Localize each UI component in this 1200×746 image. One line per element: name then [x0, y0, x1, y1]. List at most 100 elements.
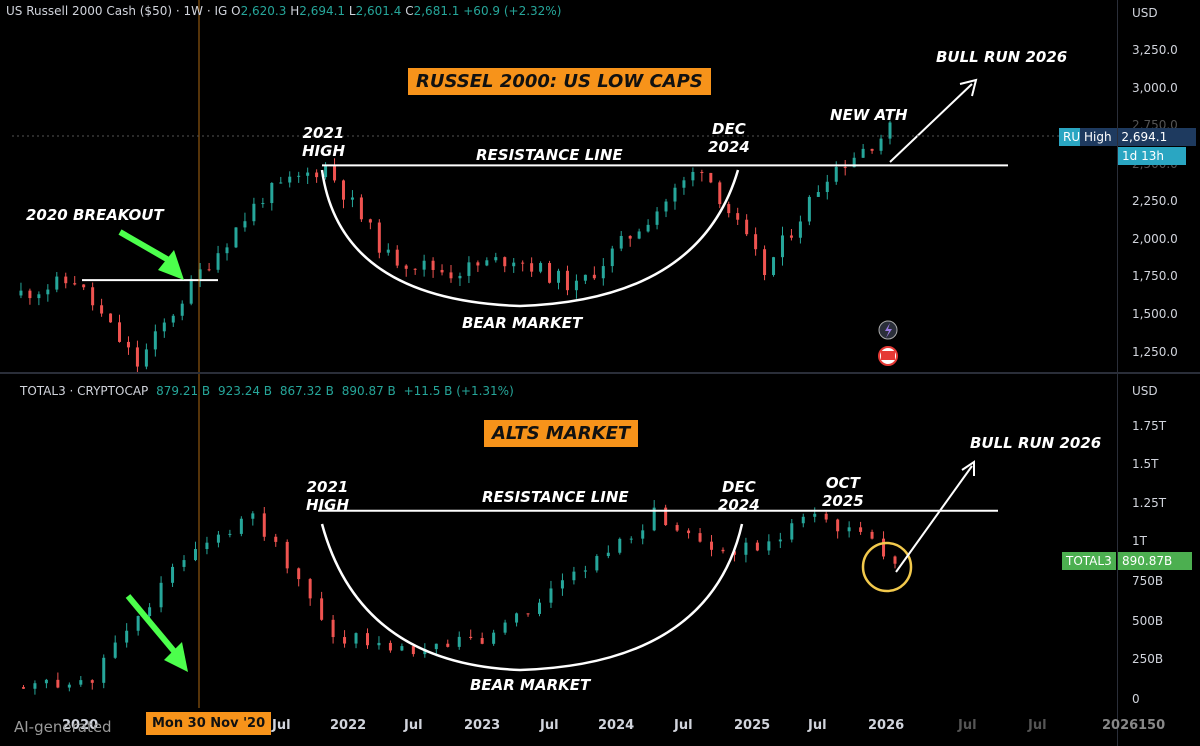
russell-candle: [64, 276, 68, 284]
russell-candle: [162, 322, 166, 332]
cursor-date-badge: Mon 30 Nov '20: [146, 712, 272, 735]
russell-candle: [467, 262, 471, 276]
russell-candle: [601, 266, 605, 279]
russell-candle: [171, 315, 175, 323]
russell-candle: [727, 204, 731, 214]
total3-candle: [687, 530, 691, 534]
russell-price-axis[interactable]: USD 3,250.0 3,000.0 2,750.0 2,500.0 2,25…: [1118, 0, 1200, 372]
russell-c-label: C: [405, 4, 414, 18]
russell-candle: [109, 313, 113, 323]
total3-value-badge: 890.87B: [1118, 552, 1192, 570]
total3-candle: [285, 541, 289, 569]
total3-currency[interactable]: USD: [1132, 384, 1158, 398]
total3-candle: [274, 536, 278, 542]
russell-candle: [458, 275, 462, 279]
russell-candle: [19, 290, 23, 296]
total3-oct-2025-label: OCT 2025: [822, 474, 864, 510]
new-ath-label: NEW ATH: [830, 106, 908, 124]
russell-candle: [82, 284, 86, 288]
total3-candle: [870, 531, 874, 539]
russell-green-arrow-shaft: [118, 229, 174, 265]
russell-bull-run-label: BULL RUN 2026: [936, 48, 1068, 66]
russell-2021-high-label: 2021 HIGH: [302, 124, 345, 160]
total3-candle: [664, 507, 668, 526]
russell-symbol[interactable]: US Russell 2000 Cash ($50): [6, 4, 173, 18]
russell-candle: [180, 303, 184, 316]
russell-candle: [718, 182, 722, 205]
russell-banner: RUSSEL 2000: US LOW CAPS: [408, 68, 711, 95]
russell-candle: [861, 148, 865, 158]
lightning-icon-glyph: [885, 323, 892, 338]
russell-l-label: L: [348, 4, 356, 18]
russell-candle: [37, 294, 41, 299]
russell-low: 2,601.4: [355, 4, 402, 18]
total3-tick: 1.5T: [1132, 457, 1159, 471]
russell-candle: [763, 249, 767, 276]
russell-candle: [888, 122, 892, 139]
russell-candle: [135, 347, 139, 367]
russell-candle: [100, 305, 104, 314]
russell-candle: [359, 197, 363, 220]
russell-tick: 1,750.0: [1132, 269, 1178, 283]
russell-change: +60.9 (+2.32%): [463, 4, 562, 18]
russell-candle: [780, 235, 784, 258]
pane-divider[interactable]: [0, 372, 1200, 374]
total3-candle: [171, 566, 175, 583]
russell-candle: [825, 181, 829, 193]
total3-candle: [251, 513, 255, 519]
total3-tick: 500B: [1132, 614, 1164, 628]
total3-candle: [159, 582, 163, 608]
russell-candle: [610, 248, 614, 267]
total3-candle: [262, 513, 266, 537]
total3-price-axis[interactable]: USD 1.75T 1.5T 1.25T 1T 750B 500B 250B 0: [1118, 374, 1200, 708]
russell-tick: 1,250.0: [1132, 345, 1178, 359]
russell-candle: [789, 235, 793, 238]
total3-low: 867.32 B: [279, 384, 334, 398]
russell-candle: [870, 148, 874, 151]
total3-candle: [583, 570, 587, 572]
russell-candle: [548, 263, 552, 283]
axis-divider: [1117, 0, 1118, 746]
total3-candle: [193, 549, 197, 561]
russell-pane[interactable]: US Russell 2000 Cash ($50) · 1W · IG O2,…: [0, 0, 1200, 372]
total3-open: 879.21 B: [156, 384, 211, 398]
time-axis-suffix: 150: [1138, 718, 1166, 733]
russell-candle: [404, 265, 408, 269]
russell-candle: [574, 280, 578, 291]
russell-candle: [816, 192, 820, 197]
russell-tick: 3,250.0: [1132, 43, 1178, 57]
russell-candle: [422, 260, 426, 270]
russell-candle: [521, 262, 525, 264]
russell-candle: [198, 269, 202, 279]
russell-interval[interactable]: 1W: [183, 4, 203, 18]
time-axis[interactable]: 2020 Jul 2022 Jul 2023 Jul 2024 Jul 2025…: [0, 708, 1138, 746]
total3-symbol[interactable]: TOTAL3 · CRYPTOCAP: [20, 384, 149, 398]
total3-bear-market-label: BEAR MARKET: [470, 676, 591, 694]
total3-plot[interactable]: [0, 374, 1117, 708]
total3-candle: [882, 538, 886, 557]
total3-tick: 1T: [1132, 534, 1147, 548]
total3-candle: [377, 642, 381, 646]
russell-candle: [270, 182, 274, 204]
total3-pane[interactable]: TOTAL3 · CRYPTOCAP 879.21 B 923.24 B 867…: [0, 374, 1200, 708]
russell-symbol-badge: RU: [1059, 128, 1085, 146]
russell-resistance-label: RESISTANCE LINE: [476, 146, 623, 164]
russell-currency[interactable]: USD: [1132, 6, 1158, 20]
total3-candle: [102, 657, 106, 683]
russell-tick: 2,250.0: [1132, 194, 1178, 208]
total3-candle: [790, 523, 794, 540]
time-label: Jul: [272, 718, 291, 733]
russell-candle: [288, 176, 292, 183]
russell-high-text: HIGH: [302, 142, 346, 160]
russell-candle: [494, 257, 498, 261]
russell-candle: [772, 257, 776, 276]
russell-plot[interactable]: [0, 0, 1117, 372]
total3-candle: [56, 679, 60, 688]
russell-candle: [216, 253, 220, 270]
total3-candle: [480, 638, 484, 644]
russell-candle: [297, 175, 301, 177]
ai-generated-watermark: AI-generated: [14, 718, 112, 736]
time-label: 2025: [734, 718, 771, 733]
russell-bear-market-label: BEAR MARKET: [462, 314, 583, 332]
time-label: Jul: [958, 718, 977, 733]
